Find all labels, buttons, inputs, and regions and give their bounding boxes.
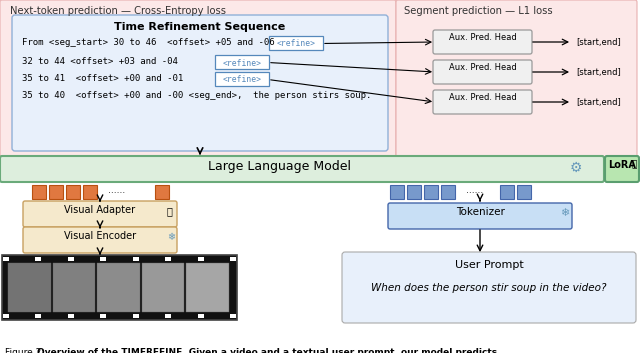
FancyBboxPatch shape — [83, 185, 97, 198]
FancyBboxPatch shape — [186, 263, 229, 312]
FancyBboxPatch shape — [52, 263, 95, 312]
FancyBboxPatch shape — [3, 314, 9, 318]
Text: ⚙: ⚙ — [570, 161, 582, 175]
Text: Visual Adapter: Visual Adapter — [65, 205, 136, 215]
Text: <refine>: <refine> — [276, 40, 316, 48]
FancyBboxPatch shape — [165, 314, 171, 318]
Text: 35 to 41  <offset> +00 and -01: 35 to 41 <offset> +00 and -01 — [22, 74, 194, 83]
Text: ❄: ❄ — [560, 208, 570, 218]
FancyBboxPatch shape — [23, 227, 177, 253]
Text: <refine>: <refine> — [223, 76, 262, 84]
Text: When does the person stir soup in the video?: When does the person stir soup in the vi… — [371, 283, 607, 293]
FancyBboxPatch shape — [516, 185, 531, 198]
FancyBboxPatch shape — [433, 90, 532, 114]
FancyBboxPatch shape — [0, 156, 604, 182]
FancyBboxPatch shape — [23, 201, 177, 227]
Text: Time Refinement Sequence: Time Refinement Sequence — [115, 22, 285, 32]
FancyBboxPatch shape — [269, 36, 323, 50]
FancyBboxPatch shape — [68, 314, 74, 318]
Text: Overview of the TIMEREFINE. Given a video and a textual user prompt, our model p: Overview of the TIMEREFINE. Given a vide… — [37, 348, 497, 353]
Text: 🔥: 🔥 — [632, 160, 637, 169]
Text: ❄: ❄ — [167, 232, 175, 242]
FancyBboxPatch shape — [132, 257, 139, 261]
FancyBboxPatch shape — [230, 257, 236, 261]
FancyBboxPatch shape — [198, 314, 204, 318]
FancyBboxPatch shape — [68, 257, 74, 261]
Text: Segment prediction — L1 loss: Segment prediction — L1 loss — [404, 6, 552, 16]
Text: ......: ...... — [108, 186, 125, 195]
Text: Figure 2:: Figure 2: — [5, 348, 47, 353]
Text: Tokenizer: Tokenizer — [456, 207, 504, 217]
FancyBboxPatch shape — [390, 185, 403, 198]
FancyBboxPatch shape — [433, 30, 532, 54]
Text: Aux. Pred. Head: Aux. Pred. Head — [449, 63, 516, 72]
FancyBboxPatch shape — [65, 185, 79, 198]
FancyBboxPatch shape — [424, 185, 438, 198]
FancyBboxPatch shape — [342, 252, 636, 323]
FancyBboxPatch shape — [406, 185, 420, 198]
Text: LoRA: LoRA — [608, 160, 636, 170]
FancyBboxPatch shape — [198, 257, 204, 261]
Text: 🔥: 🔥 — [167, 206, 173, 216]
Text: Visual Encoder: Visual Encoder — [64, 231, 136, 241]
Text: <refine>: <refine> — [223, 59, 262, 67]
FancyBboxPatch shape — [142, 263, 184, 312]
FancyBboxPatch shape — [215, 55, 269, 69]
Text: Aux. Pred. Head: Aux. Pred. Head — [449, 33, 516, 42]
FancyBboxPatch shape — [3, 257, 9, 261]
FancyBboxPatch shape — [605, 156, 639, 182]
FancyBboxPatch shape — [8, 263, 51, 312]
FancyBboxPatch shape — [35, 314, 42, 318]
Text: User Prompt: User Prompt — [454, 260, 524, 270]
FancyBboxPatch shape — [230, 314, 236, 318]
FancyBboxPatch shape — [31, 185, 45, 198]
FancyBboxPatch shape — [0, 0, 396, 157]
Text: ......: ...... — [466, 186, 483, 195]
Text: Next-token prediction — Cross-Entropy loss: Next-token prediction — Cross-Entropy lo… — [10, 6, 226, 16]
Text: From <seg_start> 30 to 46  <offset> +05 and -06: From <seg_start> 30 to 46 <offset> +05 a… — [22, 38, 285, 47]
FancyBboxPatch shape — [165, 257, 171, 261]
Text: Large Language Model: Large Language Model — [209, 160, 351, 173]
FancyBboxPatch shape — [388, 203, 572, 229]
FancyBboxPatch shape — [49, 185, 63, 198]
FancyBboxPatch shape — [440, 185, 454, 198]
FancyBboxPatch shape — [12, 15, 388, 151]
FancyBboxPatch shape — [215, 72, 269, 86]
Text: Aux. Pred. Head: Aux. Pred. Head — [449, 93, 516, 102]
FancyBboxPatch shape — [2, 255, 237, 320]
FancyBboxPatch shape — [100, 314, 106, 318]
Text: 32 to 44 <offset> +03 and -04: 32 to 44 <offset> +03 and -04 — [22, 57, 189, 66]
FancyBboxPatch shape — [97, 263, 140, 312]
Text: [start,end]: [start,end] — [576, 68, 621, 78]
FancyBboxPatch shape — [35, 257, 42, 261]
FancyBboxPatch shape — [396, 0, 637, 157]
Text: 35 to 40  <offset> +00 and -00 <seg_end>,  the person stirs soup.: 35 to 40 <offset> +00 and -00 <seg_end>,… — [22, 91, 371, 100]
Text: [start,end]: [start,end] — [576, 98, 621, 108]
Text: [start,end]: [start,end] — [576, 38, 621, 48]
FancyBboxPatch shape — [433, 60, 532, 84]
FancyBboxPatch shape — [154, 185, 168, 198]
FancyBboxPatch shape — [499, 185, 513, 198]
FancyBboxPatch shape — [132, 314, 139, 318]
FancyBboxPatch shape — [100, 257, 106, 261]
